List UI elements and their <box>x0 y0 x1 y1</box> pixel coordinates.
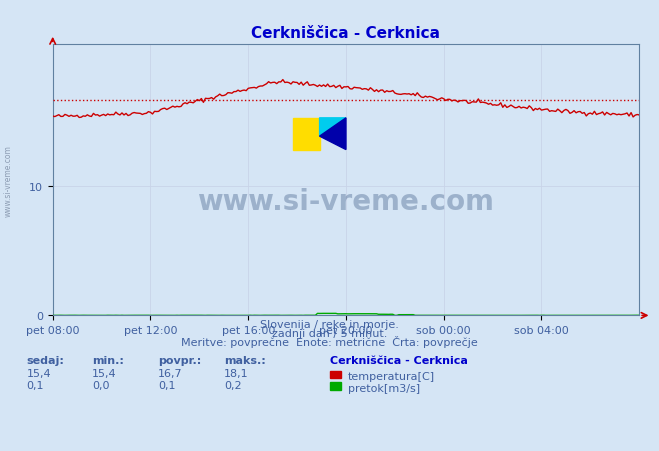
Text: sedaj:: sedaj: <box>26 355 64 365</box>
Text: maks.:: maks.: <box>224 355 266 365</box>
Text: 0,1: 0,1 <box>158 380 176 390</box>
Text: zadnji dan / 5 minut.: zadnji dan / 5 minut. <box>272 328 387 338</box>
Text: www.si-vreme.com: www.si-vreme.com <box>198 188 494 216</box>
Text: pretok[m3/s]: pretok[m3/s] <box>348 383 420 393</box>
Text: Cerkniščica - Cerknica: Cerkniščica - Cerknica <box>330 355 467 365</box>
Title: Cerkniščica - Cerknica: Cerkniščica - Cerknica <box>252 26 440 41</box>
Text: 0,2: 0,2 <box>224 380 242 390</box>
Polygon shape <box>320 119 346 137</box>
Text: www.si-vreme.com: www.si-vreme.com <box>4 144 13 216</box>
Text: min.:: min.: <box>92 355 124 365</box>
Bar <box>293 119 320 150</box>
Text: povpr.:: povpr.: <box>158 355 202 365</box>
Text: 0,0: 0,0 <box>92 380 110 390</box>
Text: Slovenija / reke in morje.: Slovenija / reke in morje. <box>260 319 399 329</box>
Text: Meritve: povprečne  Enote: metrične  Črta: povprečje: Meritve: povprečne Enote: metrične Črta:… <box>181 335 478 347</box>
Text: 15,4: 15,4 <box>26 368 51 378</box>
Text: 16,7: 16,7 <box>158 368 183 378</box>
Text: 15,4: 15,4 <box>92 368 117 378</box>
Polygon shape <box>320 119 346 150</box>
Text: temperatura[C]: temperatura[C] <box>348 372 435 382</box>
Text: 18,1: 18,1 <box>224 368 248 378</box>
Text: 0,1: 0,1 <box>26 380 44 390</box>
